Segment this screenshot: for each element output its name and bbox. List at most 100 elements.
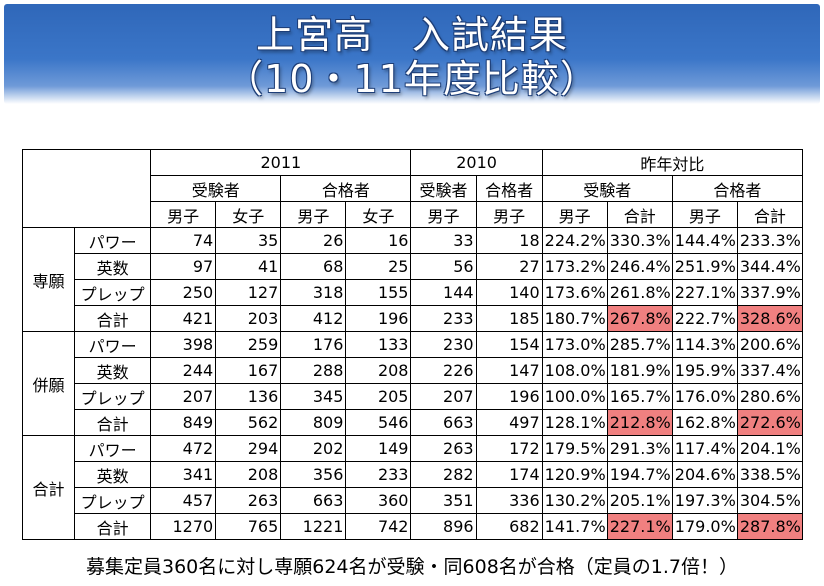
cell: 250 [150, 279, 217, 306]
cell: 204.6% [671, 461, 738, 488]
cell: 74 [150, 227, 217, 254]
cell: 472 [150, 435, 217, 462]
cell: 207 [150, 383, 217, 410]
cell: 259 [215, 331, 282, 358]
table-row: 併願 パワー 398 259 176 133 230 154 173.0% 28… [21, 331, 804, 436]
cell: 421 [150, 305, 217, 332]
header-compare: 昨年対比 [541, 149, 804, 176]
row-label: プレップ [74, 279, 152, 306]
cell: 68 [280, 253, 347, 280]
cell: 337.9% [736, 279, 804, 306]
cell: 336 [475, 487, 543, 514]
cell: 330.3% [606, 227, 673, 254]
row-label: 英数 [74, 461, 152, 488]
cell: 195.9% [671, 357, 738, 384]
cell: 205 [345, 383, 412, 410]
cell: 127 [215, 279, 282, 306]
cell: 849 [150, 409, 217, 436]
cell: 203 [215, 305, 282, 332]
cell: 179.0% [671, 513, 738, 540]
cell: 230 [410, 331, 477, 358]
cell: 176.0% [671, 383, 738, 410]
cell: 207 [410, 383, 477, 410]
header-compare-passed: 合格者 [671, 175, 804, 202]
cell: 294 [215, 435, 282, 462]
highlighted-cell: 287.8% [736, 513, 804, 540]
cell: 144.4% [671, 227, 738, 254]
header-2010: 2010 [410, 149, 543, 176]
cell: 208 [215, 461, 282, 488]
header-2010-passed: 合格者 [475, 175, 543, 202]
corner-cell [21, 149, 152, 228]
title-banner [4, 4, 820, 104]
cell: 25 [345, 253, 412, 280]
cell: 344.4% [736, 253, 804, 280]
cell: 1221 [280, 513, 347, 540]
highlighted-cell: 328.6% [736, 305, 804, 332]
header-total: 合計 [606, 201, 673, 228]
cell: 1270 [150, 513, 217, 540]
cell: 176 [280, 331, 347, 358]
header-male: 男子 [541, 201, 608, 228]
cell: 41 [215, 253, 282, 280]
cell: 263 [215, 487, 282, 514]
cell: 162.8% [671, 409, 738, 436]
cell: 205.1% [606, 487, 673, 514]
cell: 114.3% [671, 331, 738, 358]
cell: 173.6% [541, 279, 608, 306]
table-row: プレップ 207 136 345 205 207 196 100.0% 165.… [23, 383, 804, 410]
cell: 285.7% [606, 331, 673, 358]
row-label: プレップ [74, 383, 152, 410]
table-row: 合計 1270 765 1221 742 896 682 141.7% 227.… [23, 513, 804, 540]
header-male: 男子 [150, 201, 217, 228]
cell: 16 [345, 227, 412, 254]
cell: 108.0% [541, 357, 608, 384]
row-label: パワー [74, 331, 152, 358]
cell: 204.1% [736, 435, 804, 462]
cell: 457 [150, 487, 217, 514]
table-row: 合計 421 203 412 196 233 185 180.7% 267.8%… [23, 305, 804, 332]
cell: 174 [475, 461, 543, 488]
cell: 136 [215, 383, 282, 410]
cell: 412 [280, 305, 347, 332]
cell: 282 [410, 461, 477, 488]
cell: 147 [475, 357, 543, 384]
cell: 244 [150, 357, 217, 384]
cell: 337.4% [736, 357, 804, 384]
row-label: パワー [74, 227, 152, 254]
cell: 200.6% [736, 331, 804, 358]
cell: 130.2% [541, 487, 608, 514]
table-row: プレップ 250 127 318 155 144 140 173.6% 261.… [23, 279, 804, 306]
cell: 173.2% [541, 253, 608, 280]
cell: 497 [475, 409, 543, 436]
cell: 33 [410, 227, 477, 254]
row-label: 英数 [74, 357, 152, 384]
cell: 663 [280, 487, 347, 514]
cell: 27 [475, 253, 543, 280]
highlighted-cell: 267.8% [606, 305, 673, 332]
table-row: 専願 パワー 74 35 26 16 33 18 224.2% 330.3% 1… [21, 227, 804, 332]
header-female: 女子 [345, 201, 412, 228]
header-compare-applicants: 受験者 [541, 175, 673, 202]
cell: 149 [345, 435, 412, 462]
cell: 304.5% [736, 487, 804, 514]
cell: 233.3% [736, 227, 804, 254]
cell: 120.9% [541, 461, 608, 488]
section-label: 合計 [21, 435, 76, 540]
header-2011-applicants: 受験者 [150, 175, 282, 202]
table-row: プレップ 457 263 663 360 351 336 130.2% 205.… [23, 487, 804, 514]
table-row: 英数 244 167 288 208 226 147 108.0% 181.9%… [23, 357, 804, 384]
page-title: 上宮高 入試結果 [255, 13, 568, 57]
cell: 180.7% [541, 305, 608, 332]
table-row: 英数 341 208 356 233 282 174 120.9% 194.7%… [23, 461, 804, 488]
cell: 246.4% [606, 253, 673, 280]
cell: 202 [280, 435, 347, 462]
header-male: 男子 [475, 201, 543, 228]
cell: 682 [475, 513, 543, 540]
highlighted-cell: 227.1% [606, 513, 673, 540]
cell: 318 [280, 279, 347, 306]
cell: 208 [345, 357, 412, 384]
cell: 196 [475, 383, 543, 410]
cell: 18 [475, 227, 543, 254]
cell: 562 [215, 409, 282, 436]
